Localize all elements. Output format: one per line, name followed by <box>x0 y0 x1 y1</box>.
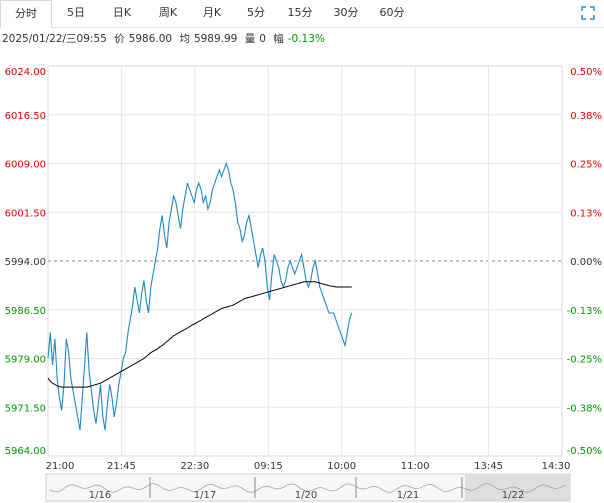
y-tick-label: 6001.50 <box>5 208 46 219</box>
y-tick-label: 6024.00 <box>5 67 46 78</box>
info-change: -0.13% <box>287 33 325 45</box>
x-tick-label: 21:45 <box>107 461 136 472</box>
y-tick-label: 6009.00 <box>5 160 46 171</box>
tab-weekly-k[interactable]: 周K <box>158 6 178 19</box>
x-tick-label: 22:30 <box>180 461 209 472</box>
y-tick-label: 5971.50 <box>5 403 46 414</box>
plot-frame <box>47 65 563 457</box>
x-tick-label: 14:30 <box>542 461 571 472</box>
tab-60min[interactable]: 60分 <box>379 6 405 19</box>
y-tick-label: 5994.00 <box>5 257 46 268</box>
info-volume-label: 量 <box>244 33 256 45</box>
y-tick-label-pct: 0.38% <box>570 111 602 122</box>
y-tick-label: 5979.00 <box>5 355 46 366</box>
info-price-label: 价 <box>114 33 125 45</box>
x-tick-label: 10:00 <box>327 461 356 472</box>
left-price-axis: 6024.00 6016.50 6009.00 6001.50 5994.00 5986.… <box>5 67 46 457</box>
tab-5day[interactable]: 5日 <box>67 6 85 19</box>
tab-daily-k[interactable]: 日K <box>112 6 132 19</box>
y-tick-label: 5986.50 <box>5 306 46 317</box>
y-tick-label-pct: 0.00% <box>570 257 602 268</box>
navigator-date-label: 1/22 <box>502 490 524 501</box>
x-tick-label: 09:15 <box>254 461 283 472</box>
info-price: 5986.00 <box>128 33 173 45</box>
y-tick-label-pct: -0.13% <box>567 306 602 317</box>
y-tick-label: 6016.50 <box>5 111 46 122</box>
tab-30min[interactable]: 30分 <box>333 6 359 19</box>
time-axis: 21:00 21:45 22:30 09:15 10:00 11:00 13:45 14:30 <box>46 461 571 472</box>
right-percent-axis: 0.50% 0.38% 0.25% 0.13% 0.00% -0.13% -0.25% -0.… <box>567 67 602 457</box>
tab-15min[interactable]: 15分 <box>287 6 313 19</box>
chart-series <box>47 161 353 431</box>
y-tick-label-pct: 0.50% <box>570 67 602 78</box>
navigator-waveform <box>49 483 567 493</box>
intraday-chart[interactable]: 6024.00 6016.50 6009.00 6001.50 5994.00 5986.… <box>0 54 604 503</box>
y-tick-label-pct: -0.38% <box>567 403 602 414</box>
tab-monthly-k[interactable]: 月K <box>202 6 222 19</box>
fullscreen-expand-icon[interactable] <box>581 6 595 20</box>
period-tab-bar: 分时 5日 日K 周K 月K 5分 15分 30分 60分 <box>0 0 604 28</box>
info-volume: 0 <box>259 33 266 45</box>
chart-grid <box>47 65 563 457</box>
y-tick-label-pct: -0.50% <box>567 446 602 457</box>
navigator-date-label: 1/16 <box>89 490 111 501</box>
info-change-label: 幅 <box>273 33 284 45</box>
x-tick-label: 11:00 <box>401 461 430 472</box>
x-tick-label: 13:45 <box>474 461 503 472</box>
info-avg: 5989.99 <box>193 33 238 45</box>
y-tick-label-pct: 0.25% <box>570 160 602 171</box>
price-line <box>47 161 353 431</box>
tab-5min[interactable]: 5分 <box>247 6 265 19</box>
info-datetime: 2025/01/22/三09:55 <box>2 33 107 45</box>
y-tick-label-pct: -0.25% <box>567 355 602 366</box>
y-tick-label: 5964.00 <box>5 446 46 457</box>
info-avg-label: 均 <box>179 33 190 45</box>
navigator-date-label: 1/21 <box>397 490 419 501</box>
time-navigator[interactable]: 1/16 1/17 1/20 1/21 1/22 <box>45 473 571 502</box>
tab-intraday[interactable]: 分时 <box>0 0 52 28</box>
y-tick-label-pct: 0.13% <box>570 208 602 219</box>
navigator-date-label: 1/20 <box>295 490 317 501</box>
average-price-line <box>47 281 352 388</box>
navigator-date-label: 1/17 <box>194 490 216 501</box>
x-tick-label: 21:00 <box>46 461 75 472</box>
